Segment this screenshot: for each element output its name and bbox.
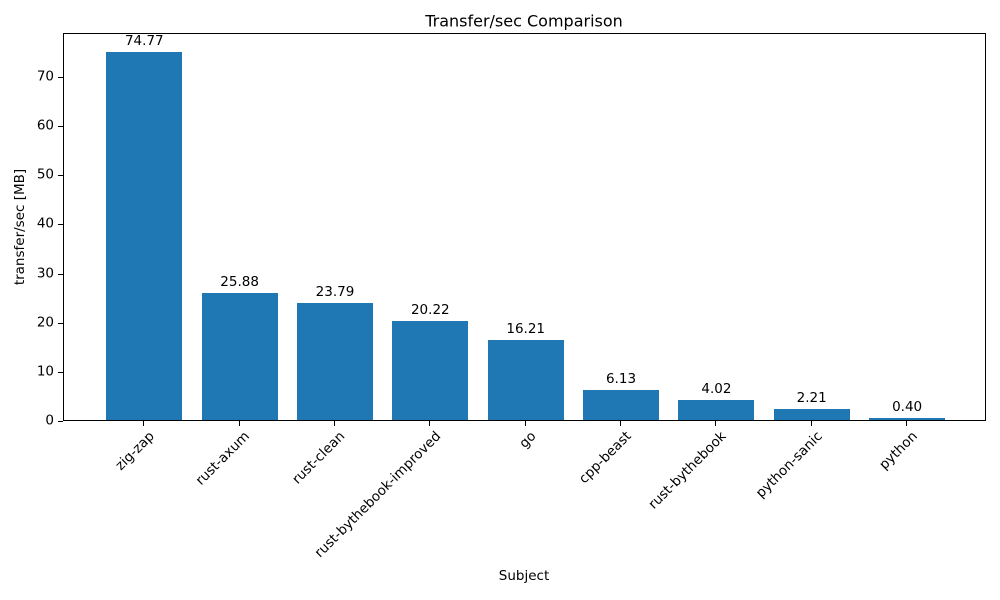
x-axis-label: Subject: [498, 568, 550, 584]
x-tick-mark-cpp-beast: [620, 421, 621, 426]
bar-rust-bythebook-improved: [392, 320, 469, 420]
x-tick-mark-rust-bythebook: [715, 421, 717, 426]
bar-value-python-sanic: 2.21: [796, 390, 827, 407]
x-tick-label-rust-clean: rust-clean: [289, 428, 349, 488]
bar-zig-zap: [106, 52, 183, 420]
x-tick-label-cpp-beast: cpp-beast: [575, 428, 635, 487]
x-tick-label-zig-zap: zig-zap: [112, 428, 158, 474]
y-tick-label-30: 30: [36, 264, 54, 281]
x-tick-label-python: python: [876, 428, 921, 474]
x-tick-mark-rust-bythebook-improved: [429, 421, 431, 426]
bar-value-go: 16.21: [506, 321, 546, 338]
bar-value-python: 0.40: [892, 399, 923, 416]
x-tick-label-go: go: [516, 428, 540, 452]
bar-go: [487, 340, 564, 420]
bar-python: [869, 418, 946, 420]
y-tick-label-60: 60: [36, 117, 54, 134]
bar-rust-axum: [201, 292, 278, 420]
y-tick-mark-10: [58, 371, 63, 373]
plot-area: 74.77 25.88 23.79 20.22 16.21 6.13 4.02 2.21 0.4…: [63, 33, 986, 421]
bar-value-rust-clean: 23.79: [315, 284, 355, 301]
y-tick-mark-0: [58, 421, 63, 422]
y-tick-mark-30: [58, 273, 63, 275]
y-tick-label-70: 70: [36, 68, 54, 85]
x-tick-label-python-sanic: python-sanic: [752, 428, 826, 502]
y-tick-label-50: 50: [36, 166, 54, 183]
bar-value-zig-zap: 74.77: [124, 33, 164, 50]
y-tick-label-40: 40: [36, 215, 54, 232]
x-tick-label-rust-axum: rust-axum: [192, 428, 254, 489]
x-tick-mark-python: [906, 421, 908, 426]
y-tick-mark-40: [58, 224, 63, 226]
x-tick-mark-python-sanic: [810, 421, 812, 426]
bar-rust-clean: [297, 303, 373, 420]
bar-value-rust-bythebook: 4.02: [701, 381, 732, 398]
bar-cpp-beast: [583, 389, 659, 420]
y-tick-label-10: 10: [36, 363, 54, 380]
bar-value-rust-axum: 25.88: [220, 273, 259, 290]
bar-value-rust-bythebook-improved: 20.22: [410, 301, 450, 318]
y-tick-label-0: 0: [45, 412, 54, 429]
x-tick-label-rust-bythebook: rust-bythebook: [645, 428, 731, 513]
y-tick-mark-20: [58, 322, 63, 324]
x-tick-mark-go: [524, 421, 526, 426]
x-tick-mark-rust-clean: [334, 421, 335, 426]
y-tick-mark-60: [58, 125, 63, 127]
y-tick-mark-70: [58, 76, 63, 78]
bar-python-sanic: [773, 409, 850, 420]
bar-value-cpp-beast: 6.13: [605, 371, 637, 388]
x-tick-mark-zig-zap: [143, 421, 145, 426]
y-tick-label-20: 20: [36, 313, 54, 330]
chart-title: Transfer/sec Comparison: [425, 11, 623, 31]
x-tick-mark-rust-axum: [238, 421, 240, 426]
bar-rust-bythebook: [678, 400, 755, 420]
y-tick-mark-50: [58, 175, 63, 177]
